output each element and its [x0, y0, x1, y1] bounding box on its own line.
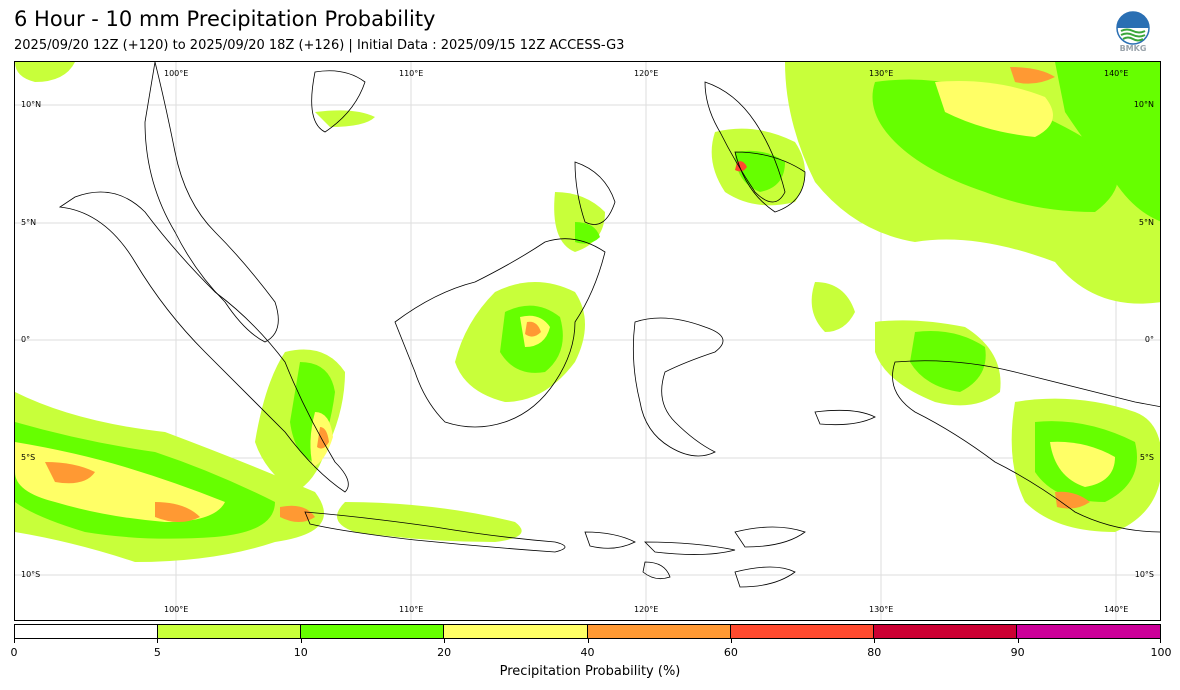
- logo-text: BMKG: [1119, 44, 1147, 53]
- lon-label-130e-bottom: 130°E: [869, 605, 894, 614]
- colorbar-tick: [730, 639, 732, 643]
- colorbar-tick: [14, 639, 15, 643]
- colorbar-segment: [158, 625, 302, 638]
- colorbar-tick: [300, 639, 302, 643]
- colorbar-tick: [157, 639, 159, 643]
- colorbar-segment: [730, 625, 874, 638]
- colorbar-tick-label: 100: [1150, 646, 1172, 659]
- page-subtitle: 2025/09/20 12Z (+120) to 2025/09/20 18Z …: [14, 38, 625, 53]
- colorbar-tick-label: 80: [867, 646, 882, 659]
- lat-label-0-right: 0°: [1144, 335, 1154, 344]
- colorbar-tick-label: 10: [293, 646, 308, 659]
- lat-label-10n-right: 10°N: [1133, 100, 1154, 109]
- colorbar-tick: [874, 639, 876, 643]
- lon-label-140e-top: 140°E: [1104, 69, 1129, 78]
- colorbar-tick: [587, 639, 589, 643]
- lon-label-110e-bottom: 110°E: [399, 605, 424, 614]
- precip-field-40-60: [45, 67, 1090, 522]
- bmkg-logo: BMKG: [1113, 11, 1153, 57]
- colorbar-segment: [873, 625, 1017, 638]
- colorbar-tick-label: 5: [153, 646, 161, 659]
- colorbar: [14, 624, 1161, 639]
- colorbar-tick-label: 20: [437, 646, 452, 659]
- colorbar-label: Precipitation Probability (%): [499, 664, 681, 679]
- page-title: 6 Hour - 10 mm Precipitation Probability: [14, 7, 436, 31]
- lon-label-120e-bottom: 120°E: [634, 605, 659, 614]
- precip-field-10-20: [15, 62, 1160, 539]
- colorbar-tick-label: 90: [1010, 646, 1025, 659]
- lat-label-10s-left: 10°S: [21, 570, 41, 579]
- lat-label-5n-left: 5°N: [21, 218, 37, 227]
- colorbar-tick: [444, 639, 446, 643]
- bmkg-emblem-icon: [1116, 11, 1150, 45]
- colorbar-segment: [15, 625, 159, 638]
- colorbar-tick-label: 40: [580, 646, 595, 659]
- lat-label-10s-right: 10°S: [1134, 570, 1154, 579]
- coastlines: [58, 62, 1160, 588]
- lon-label-140e-bottom: 140°E: [1104, 605, 1129, 614]
- lon-label-100e-bottom: 100°E: [164, 605, 189, 614]
- lat-label-5s-right: 5°S: [1139, 453, 1154, 462]
- colorbar-tick: [1160, 639, 1161, 643]
- lat-label-5s-left: 5°S: [21, 453, 36, 462]
- colorbar-segment: [444, 625, 588, 638]
- lon-label-120e-top: 120°E: [634, 69, 659, 78]
- lon-label-110e-top: 110°E: [399, 69, 424, 78]
- lat-label-10n-left: 10°N: [21, 100, 42, 109]
- map-canvas: [15, 62, 1160, 620]
- colorbar-segment: [587, 625, 731, 638]
- precipitation-map: 100°E 110°E 120°E 130°E 140°E 100°E 110°…: [14, 61, 1161, 621]
- precip-field-60-80: [735, 161, 747, 172]
- colorbar-segment: [301, 625, 445, 638]
- lat-label-5n-right: 5°N: [1138, 218, 1154, 227]
- lat-label-0-left: 0°: [21, 335, 31, 344]
- colorbar-tick-label: 60: [723, 646, 738, 659]
- lon-label-100e-top: 100°E: [164, 69, 189, 78]
- colorbar-tick: [1017, 639, 1019, 643]
- colorbar-segment: [1016, 625, 1160, 638]
- colorbar-tick-label: 0: [10, 646, 18, 659]
- lon-label-130e-top: 130°E: [869, 69, 894, 78]
